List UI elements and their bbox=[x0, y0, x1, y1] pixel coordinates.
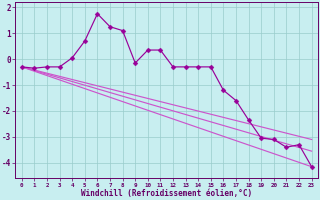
X-axis label: Windchill (Refroidissement éolien,°C): Windchill (Refroidissement éolien,°C) bbox=[81, 189, 252, 198]
